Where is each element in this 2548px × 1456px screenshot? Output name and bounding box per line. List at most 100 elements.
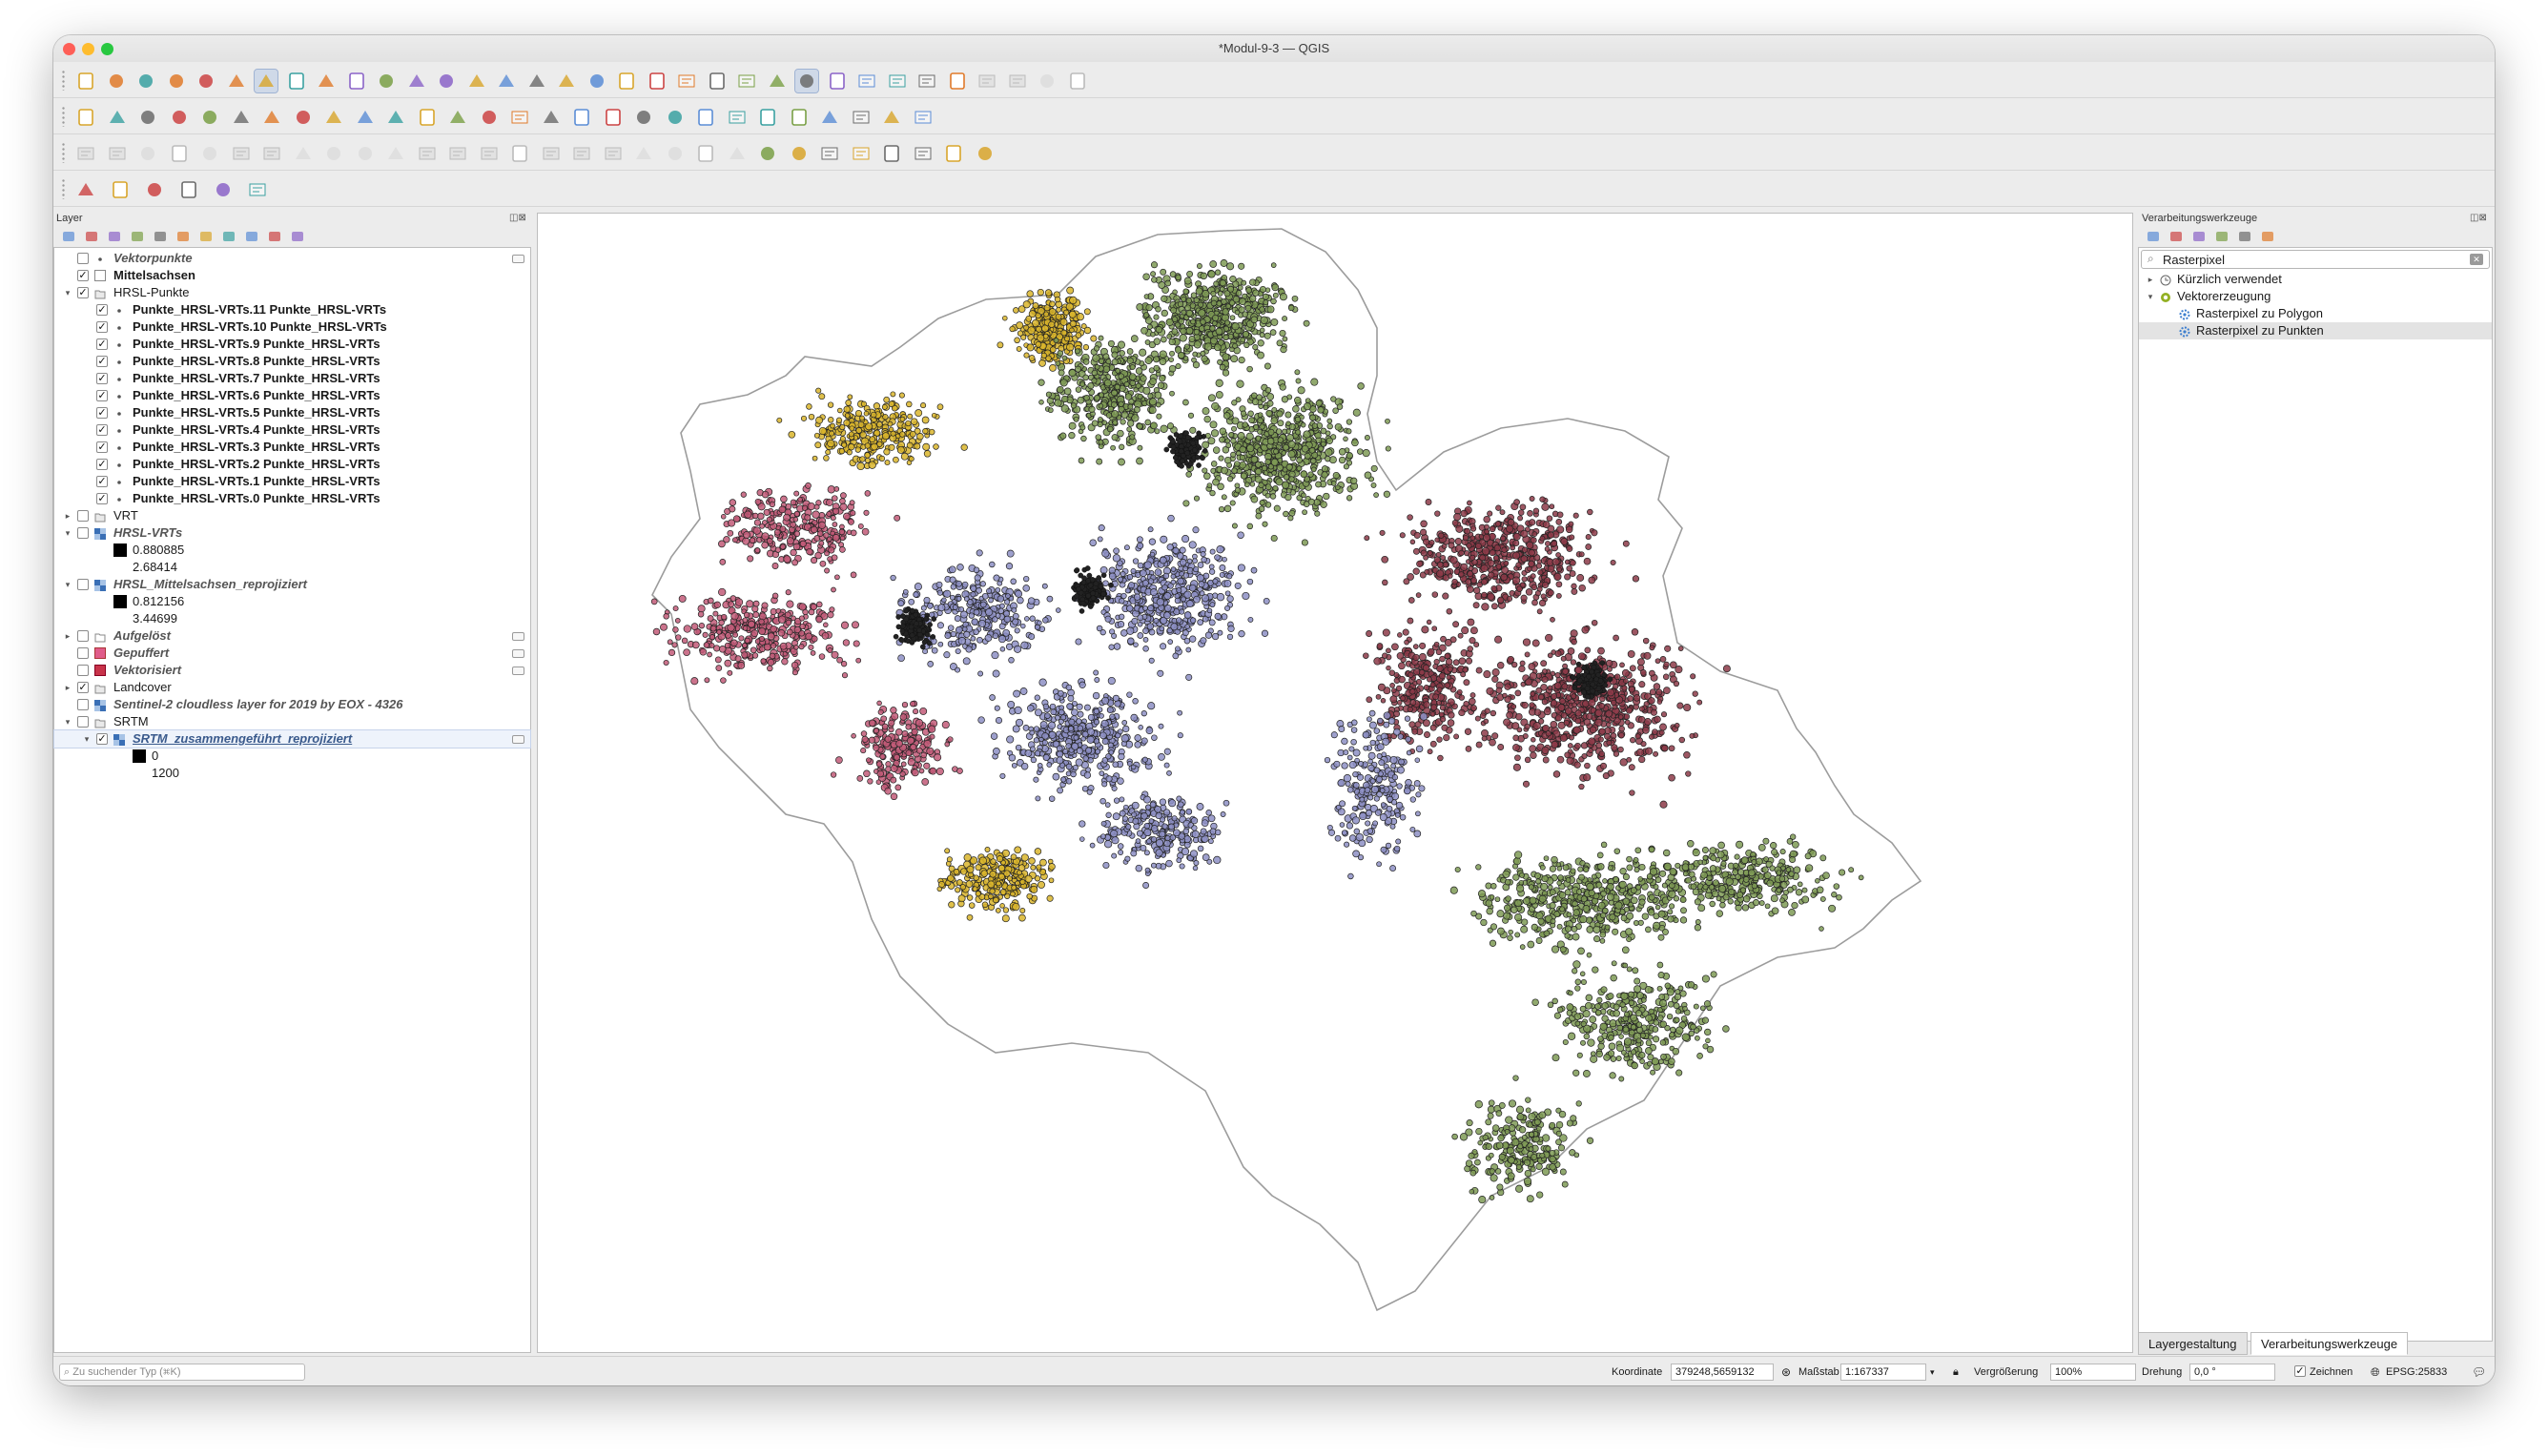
toolbar-button-icon[interactable]: [74, 106, 97, 129]
attribute-table-icon[interactable]: [706, 70, 729, 92]
layer-visibility-checkbox[interactable]: ✓: [96, 407, 108, 419]
layer-visibility-checkbox[interactable]: [77, 647, 89, 659]
layer-indicator-icon[interactable]: [512, 649, 524, 658]
toolbar-button-icon[interactable]: [292, 106, 315, 129]
toolbar-button-icon[interactable]: [694, 106, 717, 129]
toolbar-button-icon[interactable]: [198, 106, 221, 129]
expand-arrow-icon[interactable]: ▸: [65, 683, 71, 692]
zoom-full-icon[interactable]: [375, 70, 398, 92]
layer-visibility-checkbox[interactable]: [77, 253, 89, 264]
toolbar-button-icon[interactable]: [632, 142, 655, 165]
collapse-arrow-icon[interactable]: ▾: [65, 580, 71, 589]
toolbar-button-icon[interactable]: [664, 142, 687, 165]
layer-row[interactable]: ▸ Aufgelöst: [54, 627, 530, 645]
toolbar-button-icon[interactable]: [384, 106, 407, 129]
new-bookmark-icon[interactable]: [586, 70, 608, 92]
layer-visibility-checkbox[interactable]: ✓: [96, 304, 108, 316]
toolbar-button-icon[interactable]: [322, 106, 345, 129]
layer-visibility-checkbox[interactable]: ✓: [77, 287, 89, 298]
layer-visibility-checkbox[interactable]: ✓: [96, 373, 108, 384]
expand-arrow-icon[interactable]: ▸: [65, 631, 71, 641]
layers-toolbar-button-icon[interactable]: [267, 229, 282, 244]
zoom-selection-icon[interactable]: [405, 70, 428, 92]
toolbar-button-icon[interactable]: [260, 142, 283, 165]
toolbar-button-icon[interactable]: [230, 106, 253, 129]
zoom-window-button[interactable]: [101, 43, 113, 55]
zoom-native-icon[interactable]: [465, 70, 488, 92]
toolbar-button-icon[interactable]: [322, 142, 345, 165]
tab-verarbeitungswerkzeuge[interactable]: Verarbeitungswerkzeuge: [2250, 1332, 2409, 1355]
layer-row[interactable]: ✓ Punkte_HRSL-VRTs.9 Punkte_HRSL-VRTs: [54, 336, 530, 353]
processing-toolbar-button-icon[interactable]: [2214, 229, 2230, 244]
layer-visibility-checkbox[interactable]: ✓: [96, 476, 108, 487]
layer-visibility-checkbox[interactable]: [77, 716, 89, 728]
layer-row[interactable]: ▾ ✓ SRTM_zusammengeführt_reprojiziert: [53, 729, 531, 749]
collapse-arrow-icon[interactable]: ▾: [65, 288, 71, 297]
collapse-arrow-icon[interactable]: ▾: [84, 734, 90, 744]
refresh-icon[interactable]: [646, 70, 668, 92]
layer-visibility-checkbox[interactable]: ✓: [96, 424, 108, 436]
collapse-arrow-icon[interactable]: ▾: [2147, 292, 2153, 301]
toolbar-button-icon[interactable]: [106, 142, 129, 165]
panel-float-close-icons[interactable]: ◫⊠: [509, 213, 526, 223]
toolbar-button-icon[interactable]: [632, 106, 655, 129]
processing-toolbar-button-icon[interactable]: [2168, 229, 2184, 244]
zoom-layer-icon[interactable]: [435, 70, 458, 92]
layer-row[interactable]: Sentinel-2 cloudless layer for 2019 by E…: [54, 696, 530, 713]
layer-visibility-checkbox[interactable]: [77, 579, 89, 590]
identify-icon[interactable]: [675, 70, 698, 92]
bookmark-icon[interactable]: [555, 70, 578, 92]
toolbar-button-icon[interactable]: [354, 106, 377, 129]
layer-visibility-checkbox[interactable]: ✓: [77, 682, 89, 693]
layer-row[interactable]: ✓ Punkte_HRSL-VRTs.6 Punkte_HRSL-VRTs: [54, 387, 530, 404]
toolbar-button-icon[interactable]: [880, 142, 903, 165]
layer-row[interactable]: ✓ Punkte_HRSL-VRTs.4 Punkte_HRSL-VRTs: [54, 421, 530, 439]
processing-tree-item[interactable]: Rasterpixel zu Polygon: [2139, 305, 2492, 322]
layer-indicator-icon[interactable]: [512, 735, 524, 744]
toolbar-button-icon[interactable]: [416, 106, 439, 129]
layer-row[interactable]: Vektorpunkte: [54, 250, 530, 267]
layers-toolbar-button-icon[interactable]: [107, 229, 122, 244]
layer-row[interactable]: 3.44699: [54, 610, 530, 627]
layer-visibility-checkbox[interactable]: [77, 527, 89, 539]
toolbar-button-icon[interactable]: [850, 106, 873, 129]
processing-search-input[interactable]: Rasterpixel: [2163, 253, 2226, 267]
toolbar-button-icon[interactable]: [912, 142, 935, 165]
toolbar-button-icon[interactable]: [106, 106, 129, 129]
lock-scale-icon[interactable]: 🔒︎: [1953, 1366, 1959, 1378]
layer-row[interactable]: ✓ Mittelsachsen: [54, 267, 530, 284]
layers-toolbar-button-icon[interactable]: [153, 229, 168, 244]
layer-visibility-checkbox[interactable]: ✓: [96, 321, 108, 333]
processing-icon[interactable]: [766, 70, 789, 92]
layer-row[interactable]: ✓ Punkte_HRSL-VRTs.8 Punkte_HRSL-VRTs: [54, 353, 530, 370]
layer-indicator-icon[interactable]: [512, 666, 524, 675]
toolbar-button-icon[interactable]: [540, 106, 563, 129]
layer-visibility-checkbox[interactable]: ✓: [96, 733, 108, 745]
toolbar-button-icon[interactable]: [726, 106, 749, 129]
map-canvas[interactable]: [537, 213, 2133, 1353]
layers-toolbar-button-icon[interactable]: [221, 229, 236, 244]
toolbar-button-icon[interactable]: [168, 142, 191, 165]
layer-row[interactable]: ▾ ✓ HRSL-Punkte: [54, 284, 530, 301]
toolbar-button-icon[interactable]: [478, 142, 501, 165]
toolbar-button-icon[interactable]: [880, 106, 903, 129]
toolbar-button-icon[interactable]: [246, 178, 269, 201]
scale-field[interactable]: 1:167337: [1840, 1364, 1926, 1381]
toolbar-button-icon[interactable]: [136, 142, 159, 165]
crs-globe-icon[interactable]: 🌐︎: [2371, 1365, 2380, 1379]
toolbar-button-icon[interactable]: [756, 106, 779, 129]
layer-row[interactable]: 0: [54, 748, 530, 765]
layer-row[interactable]: Vektorisiert: [54, 662, 530, 679]
layer-visibility-checkbox[interactable]: ✓: [96, 338, 108, 350]
layers-toolbar-button-icon[interactable]: [290, 229, 305, 244]
layer-row[interactable]: ▸ ✓ Landcover: [54, 679, 530, 696]
sum-icon[interactable]: [794, 69, 819, 93]
toolbar-button-icon[interactable]: [788, 142, 811, 165]
scale-dropdown-icon[interactable]: ▾: [1930, 1367, 1935, 1377]
layers-toolbar-button-icon[interactable]: [175, 229, 191, 244]
layer-row[interactable]: ✓ Punkte_HRSL-VRTs.3 Punkte_HRSL-VRTs: [54, 439, 530, 456]
collapse-arrow-icon[interactable]: ▾: [65, 528, 71, 538]
layer-visibility-checkbox[interactable]: ✓: [96, 493, 108, 504]
new-project-icon[interactable]: [74, 70, 97, 92]
layer-visibility-checkbox[interactable]: ✓: [96, 459, 108, 470]
